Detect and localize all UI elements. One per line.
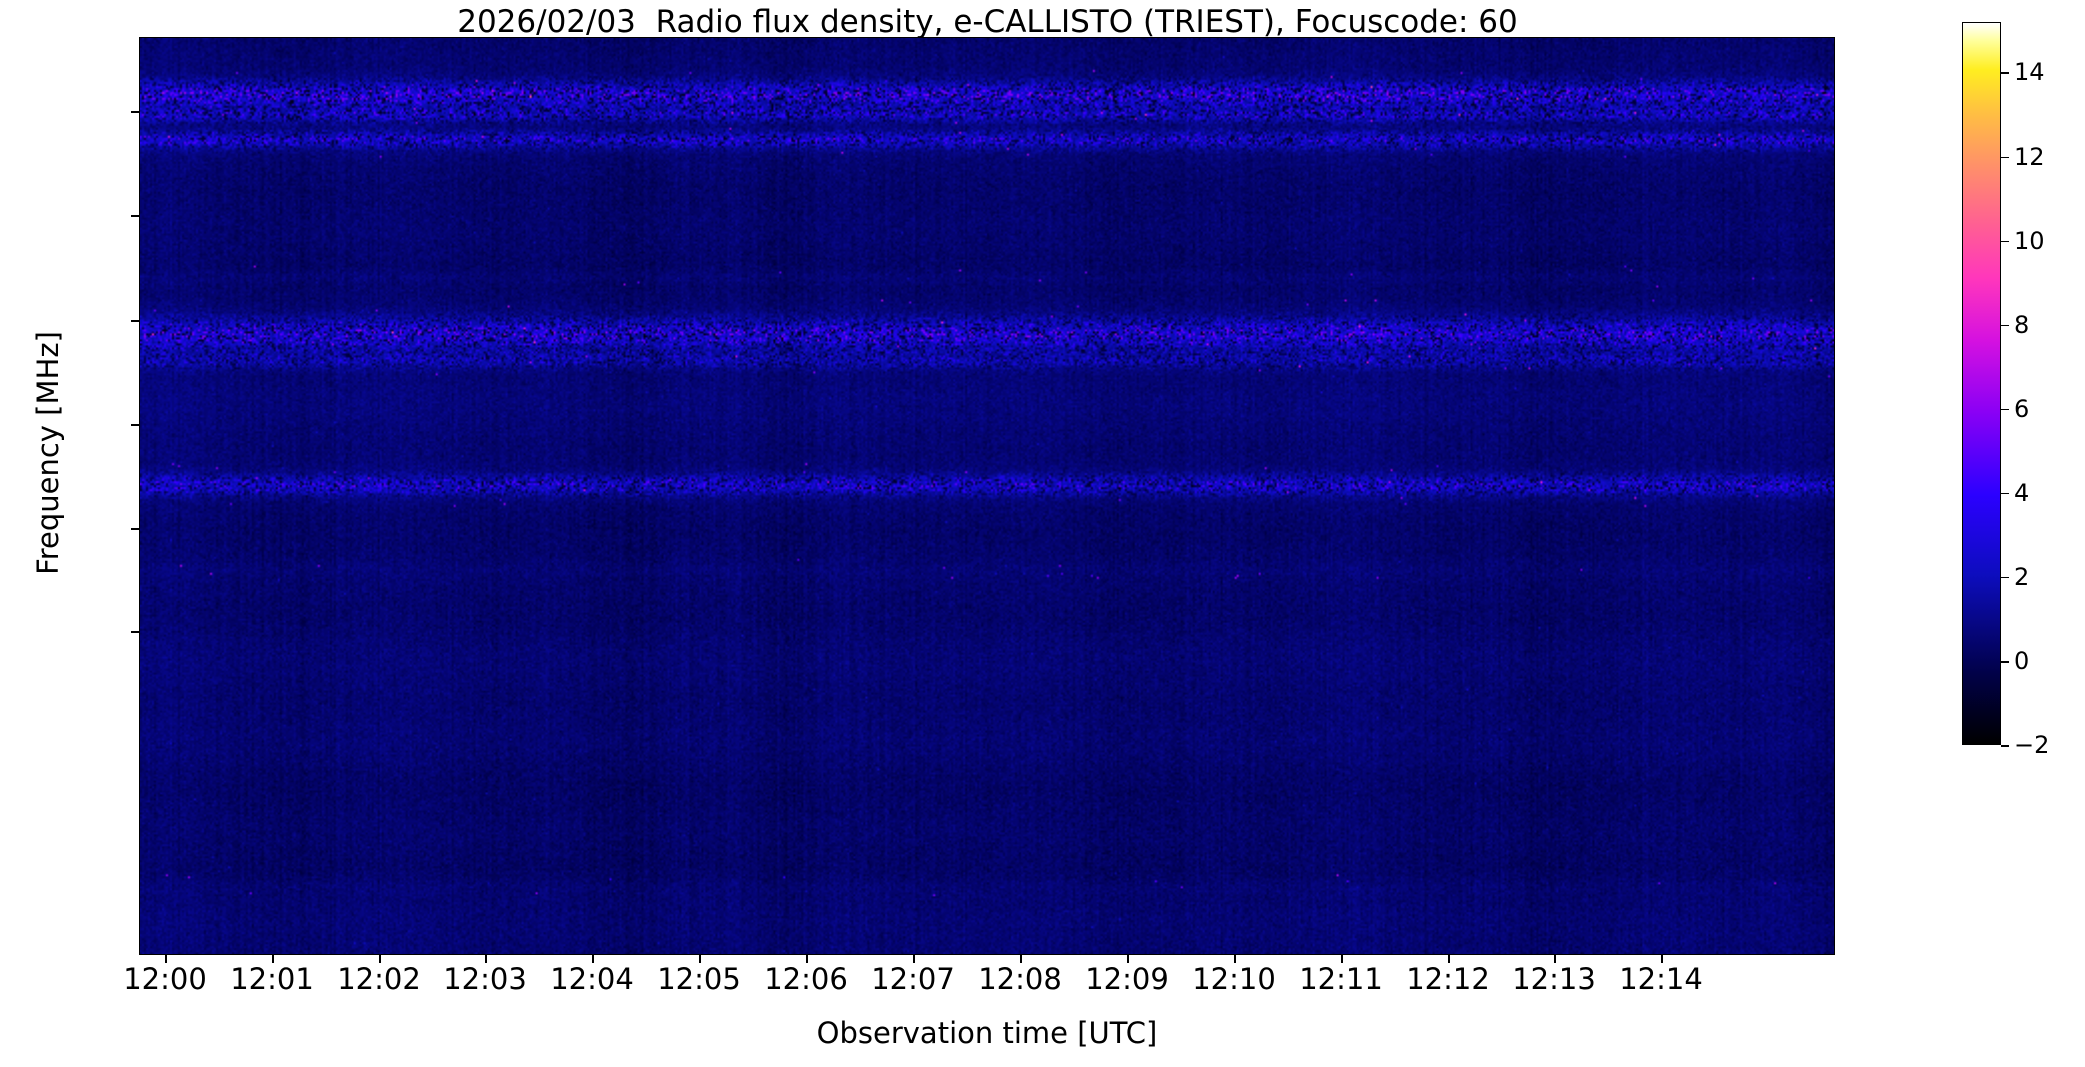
x-axis-tick-mark: [1341, 955, 1343, 963]
colorbar-tick-mark: [2001, 408, 2009, 411]
colorbar-tick-label: 6: [2014, 394, 2030, 423]
x-axis-tick-label: 12:00: [123, 962, 207, 996]
y-axis-tick-mark: [131, 111, 139, 113]
colorbar-tick-label: −2: [2014, 731, 2050, 759]
spectrogram-plot-area: [139, 37, 1835, 955]
x-axis-tick-mark: [806, 955, 808, 963]
y-axis-tick-mark: [131, 215, 139, 217]
x-axis-tick-mark: [913, 955, 915, 963]
x-axis-tick-label: 12:04: [550, 962, 634, 996]
spectrogram-image: [140, 38, 1834, 954]
y-axis-tick-mark: [131, 320, 139, 322]
colorbar-tick-mark: [2001, 156, 2009, 159]
x-axis-tick-mark: [1127, 955, 1129, 963]
x-axis-tick-mark: [165, 955, 167, 963]
figure-title: 2026/02/03 Radio flux density, e-CALLIST…: [457, 4, 1518, 40]
y-axis-tick-mark: [131, 528, 139, 530]
colorbar-tick-label: 10: [2014, 226, 2045, 255]
x-axis-tick-label: 12:07: [871, 962, 955, 996]
colorbar-tick-label: 2: [2014, 562, 2030, 591]
x-axis-tick-label: 12:12: [1406, 962, 1490, 996]
x-axis-tick-label: 12:08: [978, 962, 1062, 996]
x-axis-tick-label: 12:13: [1512, 962, 1596, 996]
y-axis-tick-mark: [131, 631, 139, 633]
x-axis-tick-mark: [379, 955, 381, 963]
colorbar-tick-label: 14: [2014, 58, 2045, 87]
y-axis-tick-mark: [131, 424, 139, 426]
colorbar-tick-mark: [2001, 324, 2009, 327]
x-axis-tick-label: 12:02: [337, 962, 421, 996]
colorbar-tick-label: 4: [2014, 478, 2030, 507]
x-axis-tick-label: 12:01: [230, 962, 314, 996]
colorbar-tick-label: 0: [2014, 646, 2030, 675]
x-axis-tick-label: 12:03: [443, 962, 527, 996]
x-axis-tick-label: 12:11: [1299, 962, 1383, 996]
colorbar: [1962, 22, 2001, 745]
colorbar-tick-mark: [2001, 240, 2009, 243]
x-axis-tick-mark: [1661, 955, 1663, 963]
colorbar-tick-label: 8: [2014, 310, 2030, 339]
colorbar-gradient: [1963, 23, 2000, 744]
x-axis-tick-mark: [1448, 955, 1450, 963]
x-axis-tick-mark: [699, 955, 701, 963]
colorbar-tick-mark: [2001, 660, 2009, 663]
x-axis-tick-label: 12:10: [1192, 962, 1276, 996]
x-axis-tick-mark: [1554, 955, 1556, 963]
colorbar-tick-label: 12: [2014, 142, 2045, 171]
x-axis-tick-mark: [592, 955, 594, 963]
y-axis-label: Frequency [MHz]: [31, 331, 65, 575]
colorbar-tick-mark: [2001, 492, 2009, 495]
colorbar-tick-mark: [2001, 745, 2009, 747]
x-axis-label: Observation time [UTC]: [816, 1016, 1158, 1050]
x-axis-tick-mark: [485, 955, 487, 963]
colorbar-tick-mark: [2001, 72, 2009, 75]
x-axis-tick-mark: [272, 955, 274, 963]
x-axis-tick-label: 12:09: [1085, 962, 1169, 996]
x-axis-tick-label: 12:06: [764, 962, 848, 996]
x-axis-tick-label: 12:14: [1619, 962, 1703, 996]
x-axis-tick-mark: [1234, 955, 1236, 963]
x-axis-tick-label: 12:05: [657, 962, 741, 996]
x-axis-tick-mark: [1020, 955, 1022, 963]
colorbar-tick-mark: [2001, 576, 2009, 579]
